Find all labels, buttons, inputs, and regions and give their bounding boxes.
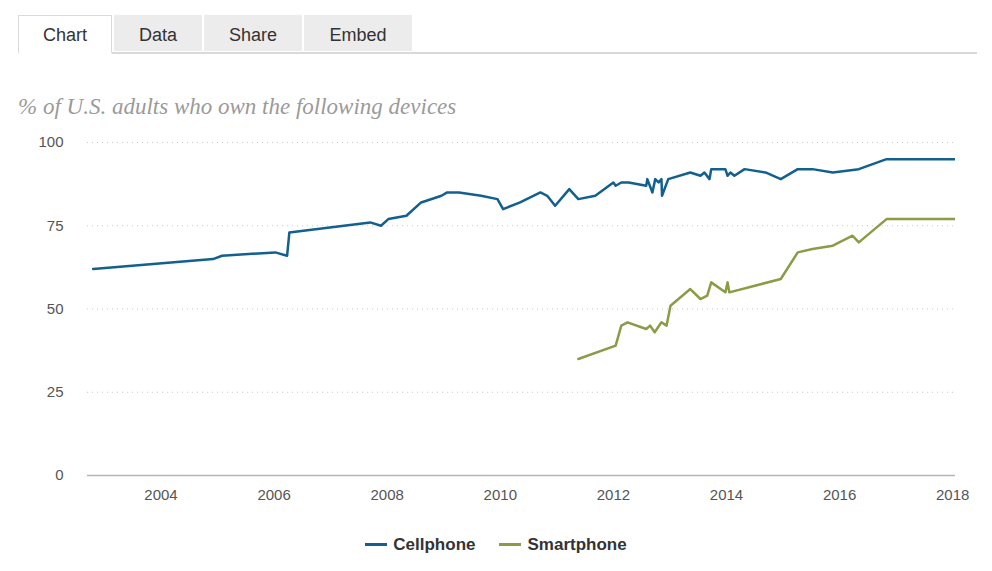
svg-text:2016: 2016 [823, 486, 856, 503]
html-text:% of U.S. adults who own the f: % of U.S. adults who own the following d… [18, 94, 457, 119]
html-text:Chart: Chart [43, 25, 87, 45]
svg-text:75: 75 [47, 217, 64, 234]
html-text:Share: Share [229, 25, 277, 45]
html-text:Cellphone: Cellphone [393, 535, 476, 554]
svg-text:25: 25 [47, 383, 64, 400]
svg-text:2008: 2008 [371, 486, 404, 503]
svg-text:2006: 2006 [257, 486, 290, 503]
svg-text:2012: 2012 [597, 486, 630, 503]
svg-text:2010: 2010 [484, 486, 517, 503]
svg-text:50: 50 [47, 300, 64, 317]
svg-text:2018: 2018 [936, 486, 969, 503]
svg-text:2014: 2014 [710, 486, 743, 503]
svg-text:2004: 2004 [144, 486, 177, 503]
html-text:Data: Data [139, 25, 177, 45]
html-text:Embed: Embed [329, 25, 387, 45]
svg-text:100: 100 [38, 133, 63, 150]
svg-text:0: 0 [55, 466, 63, 483]
html-text:Smartphone: Smartphone [527, 535, 627, 554]
